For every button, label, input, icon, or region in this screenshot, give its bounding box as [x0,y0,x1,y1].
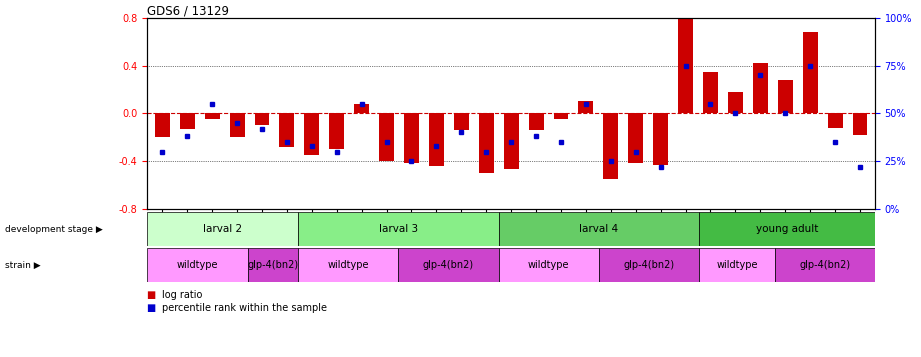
Bar [147,212,297,246]
Text: ■: ■ [147,303,159,313]
Bar [599,248,699,282]
Bar [297,212,498,246]
Bar [603,114,618,179]
Text: larval 3: larval 3 [379,224,418,235]
Bar [777,80,793,114]
Bar [529,114,543,130]
Bar [404,114,419,164]
Bar [703,71,718,114]
Text: GDS6 / 13129: GDS6 / 13129 [147,5,229,18]
Bar [653,114,668,165]
Bar [504,114,519,170]
Text: wildtype: wildtype [528,260,569,270]
Bar [498,248,599,282]
Bar [578,101,593,114]
Text: larval 4: larval 4 [579,224,619,235]
Text: log ratio: log ratio [162,290,203,300]
Bar [828,114,843,128]
Bar [304,114,320,155]
Text: wildtype: wildtype [177,260,218,270]
Text: wildtype: wildtype [327,260,368,270]
Bar [297,248,398,282]
Bar [429,114,444,166]
Bar [699,248,775,282]
Bar [229,114,245,137]
Text: strain ▶: strain ▶ [5,261,41,270]
Bar [147,248,248,282]
Bar [454,114,469,130]
Bar [398,248,498,282]
Text: development stage ▶: development stage ▶ [5,225,102,234]
Bar [678,15,693,114]
Text: percentile rank within the sample: percentile rank within the sample [162,303,327,313]
Bar [204,114,219,119]
Bar [498,212,699,246]
Bar [330,114,344,149]
Bar [248,248,297,282]
Bar [628,114,643,164]
Bar [803,32,818,114]
Text: glp-4(bn2): glp-4(bn2) [624,260,675,270]
Bar [155,114,169,137]
Text: glp-4(bn2): glp-4(bn2) [423,260,474,270]
Bar [752,63,768,114]
Bar [180,114,194,129]
Text: larval 2: larval 2 [203,224,242,235]
Text: ■: ■ [147,290,159,300]
Bar [728,92,743,114]
Bar [554,114,568,119]
Bar [699,212,875,246]
Bar [355,104,369,114]
Bar [775,248,875,282]
Text: glp-4(bn2): glp-4(bn2) [799,260,850,270]
Bar [853,114,868,135]
Bar [279,114,295,147]
Bar [379,114,394,161]
Bar [479,114,494,173]
Text: young adult: young adult [756,224,819,235]
Bar [254,114,270,125]
Text: wildtype: wildtype [717,260,758,270]
Text: glp-4(bn2): glp-4(bn2) [247,260,298,270]
